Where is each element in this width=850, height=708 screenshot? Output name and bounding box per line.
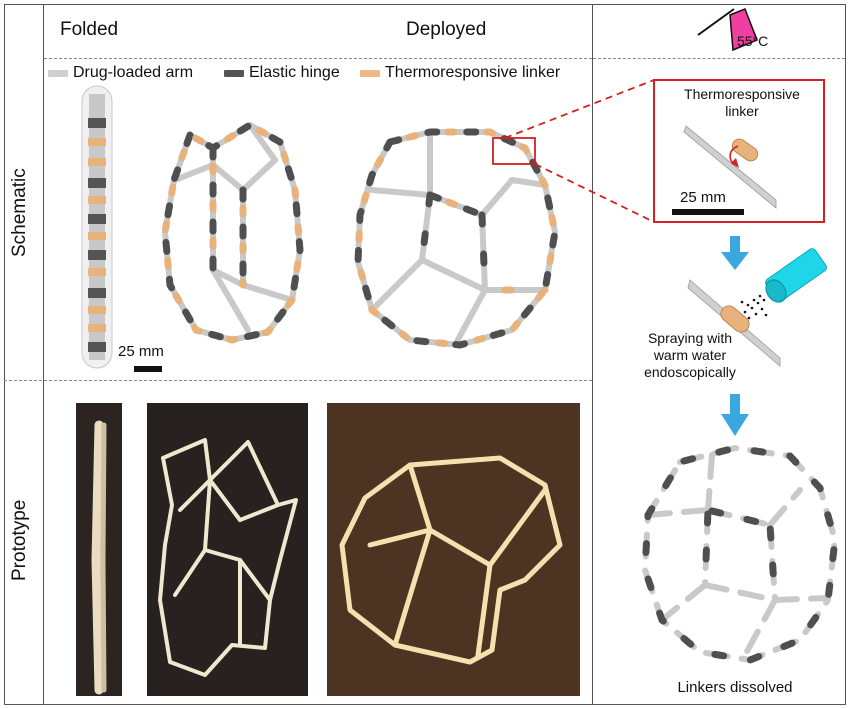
figure-frame xyxy=(4,4,846,705)
header-deployed: Deployed xyxy=(406,19,487,40)
dissolved-frame xyxy=(641,444,839,664)
legend-label-hinge: Elastic hinge xyxy=(249,64,340,81)
legend-label-linker: Thermoresponsive linker xyxy=(385,64,561,81)
zoom-connector-top xyxy=(504,79,655,139)
dissolved-label: Linkers dissolved xyxy=(677,679,793,696)
prototype-deployed-frame xyxy=(339,455,563,665)
legend-swatch-linker xyxy=(360,69,380,77)
legend-swatch-arm xyxy=(48,69,68,77)
temperature-label: 55°C xyxy=(737,33,768,49)
process-column-divider xyxy=(592,4,593,705)
spraying-label: Spraying with warm water endoscopically xyxy=(644,330,736,380)
spraying-illustration xyxy=(687,248,827,367)
prototype-folded-stick xyxy=(91,420,107,695)
legend-swatch-hinge xyxy=(224,69,244,77)
inset-title: Thermoresponsive linker xyxy=(684,86,800,119)
header-folded: Folded xyxy=(60,19,119,40)
prototype-deployed-photo xyxy=(327,403,580,696)
prototype-partial-frame xyxy=(158,438,298,677)
row-divider xyxy=(4,380,592,381)
inset-scale-bar xyxy=(672,209,744,215)
process-arrows xyxy=(721,236,749,436)
label-column-divider xyxy=(43,4,44,705)
folded-capsule xyxy=(81,85,113,369)
schematic-scale-label: 25 mm xyxy=(118,343,164,360)
legend-label-arm: Drug-loaded arm xyxy=(73,64,194,81)
partially-deployed-frame xyxy=(161,121,304,344)
legend-item-thermoresponsive-linker: Thermoresponsive linker xyxy=(360,64,560,82)
temperature-value: 55 xyxy=(737,33,753,49)
zoom-connector-bottom xyxy=(534,163,655,223)
legend-item-elastic-hinge: Elastic hinge xyxy=(224,64,340,82)
legend-item-drug-loaded-arm: Drug-loaded arm xyxy=(48,64,193,82)
header-divider-right xyxy=(593,58,845,59)
inset-arm xyxy=(683,125,777,209)
zoom-box xyxy=(492,137,536,165)
header-divider-left xyxy=(44,58,592,59)
inset-scale-label: 25 mm xyxy=(680,189,726,206)
temperature-unit: °C xyxy=(752,33,769,49)
schematic-scale-bar xyxy=(134,366,162,372)
